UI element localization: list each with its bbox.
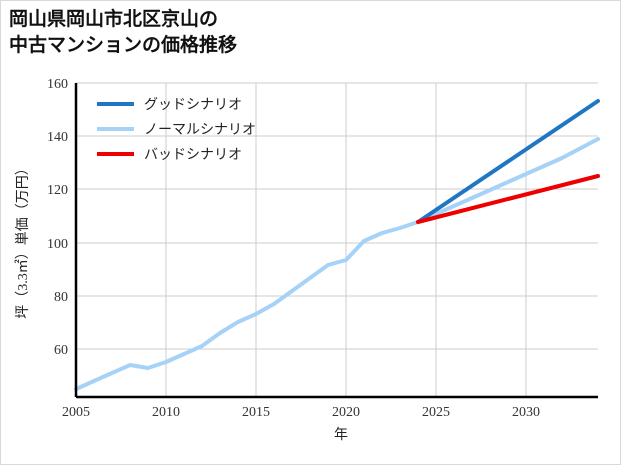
x-tick-label: 2030 [512,405,540,420]
chart-legend: グッドシナリオ ノーマルシナリオ バッドシナリオ [97,97,256,163]
legend-item-normal[interactable]: ノーマルシナリオ [97,123,256,138]
page-title: 岡山県岡山市北区京山の 中古マンションの価格推移 [9,9,238,57]
y-gridlines [76,82,598,350]
x-axis-tick-labels: 2005 2010 2015 2020 2025 2030 [62,405,540,420]
series-line-bad [416,174,600,224]
y-tick-label: 160 [47,77,68,92]
y-axis-title: 坪（3.3㎡）単価（万円） [15,161,31,319]
x-tick-label: 2010 [152,405,180,420]
y-tick-label: 60 [54,343,68,358]
legend-label: ノーマルシナリオ [144,123,256,138]
legend-label: バッドシナリオ [144,148,242,163]
plot-axes [74,83,598,399]
legend-item-bad[interactable]: バッドシナリオ [97,148,242,163]
legend-item-good[interactable]: グッドシナリオ [97,97,242,113]
y-tick-label: 80 [54,290,68,305]
plot-background [76,83,598,397]
y-tick-label: 120 [47,183,68,198]
legend-label: グッドシナリオ [144,97,242,113]
x-axis-title: 年 [334,427,348,443]
x-tick-label: 2020 [332,405,360,420]
series-line-normal [74,137,600,391]
y-tick-label: 100 [47,237,68,252]
x-tick-label: 2015 [242,405,270,420]
y-tick-label: 140 [47,130,68,145]
x-tick-label: 2005 [62,405,90,420]
x-tick-label: 2025 [422,405,450,420]
series-line-good [416,99,600,224]
y-axis-tick-labels: 160 140 120 100 80 60 [47,77,68,358]
